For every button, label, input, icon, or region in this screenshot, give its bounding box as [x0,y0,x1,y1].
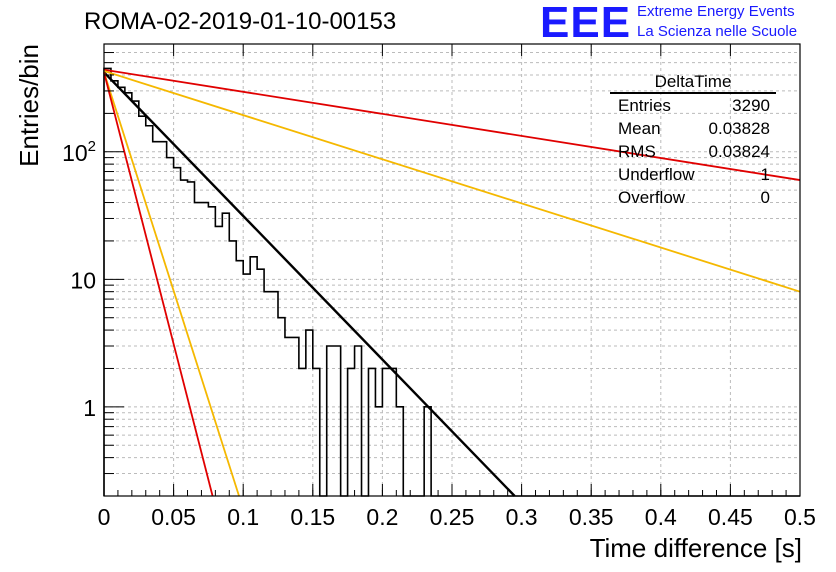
x-tick-label: 0.45 [708,504,753,530]
x-tick-label: 0.35 [569,504,614,530]
x-tick-label: 0.25 [430,504,475,530]
stats-value: 3290 [732,96,770,115]
x-tick-label: 0.05 [151,504,196,530]
stats-label: Mean [618,119,661,138]
stats-row: Mean 0.03828 [610,117,776,140]
stats-title: DeltaTime [610,72,776,94]
fit-line [103,72,240,497]
x-tick-label: 0.3 [506,504,538,530]
stats-value: 1 [760,165,770,184]
plot-area [104,44,800,496]
x-axis-title: Time difference [s] [590,533,802,563]
fit-line [103,70,801,293]
stats-row: Entries 3290 [610,94,776,117]
logo-line-2: La Scienza nelle Scuole [637,23,798,40]
x-tick-label: 0.5 [784,504,816,530]
stats-row: Overflow 0 [610,186,776,209]
x-tick-label: 0.4 [645,504,677,530]
x-tick-label: 0 [98,504,111,530]
eee-logo-mark: EEE [540,0,632,47]
stats-label: Entries [618,96,671,115]
fit-line [103,72,214,497]
stats-box: DeltaTime Entries 3290 Mean 0.03828 RMS … [610,72,776,209]
stats-value: 0.03824 [708,142,770,161]
stats-value: 0 [760,188,770,207]
plot-title: ROMA-02-2019-01-10-00153 [84,8,397,35]
stats-row: RMS 0.03824 [610,140,776,163]
y-axis-title: Entries/bin [14,44,44,167]
x-tick-label: 0.15 [290,504,335,530]
stats-label: RMS [618,142,656,161]
x-tick-label: 0.1 [227,504,259,530]
stats-row: Underflow 1 [610,163,776,186]
stats-value: 0.03828 [708,119,770,138]
fit-line [103,68,801,181]
y-tick-label: 1 [83,395,96,421]
y-tick-label: 10 [70,267,96,293]
stats-label: Underflow [618,165,695,184]
x-tick-label: 0.2 [366,504,398,530]
y-tick-label: 102 [62,138,96,166]
logo-line-1: Extreme Energy Events [637,3,795,20]
stats-label: Overflow [618,188,686,207]
fit-line [103,71,516,497]
